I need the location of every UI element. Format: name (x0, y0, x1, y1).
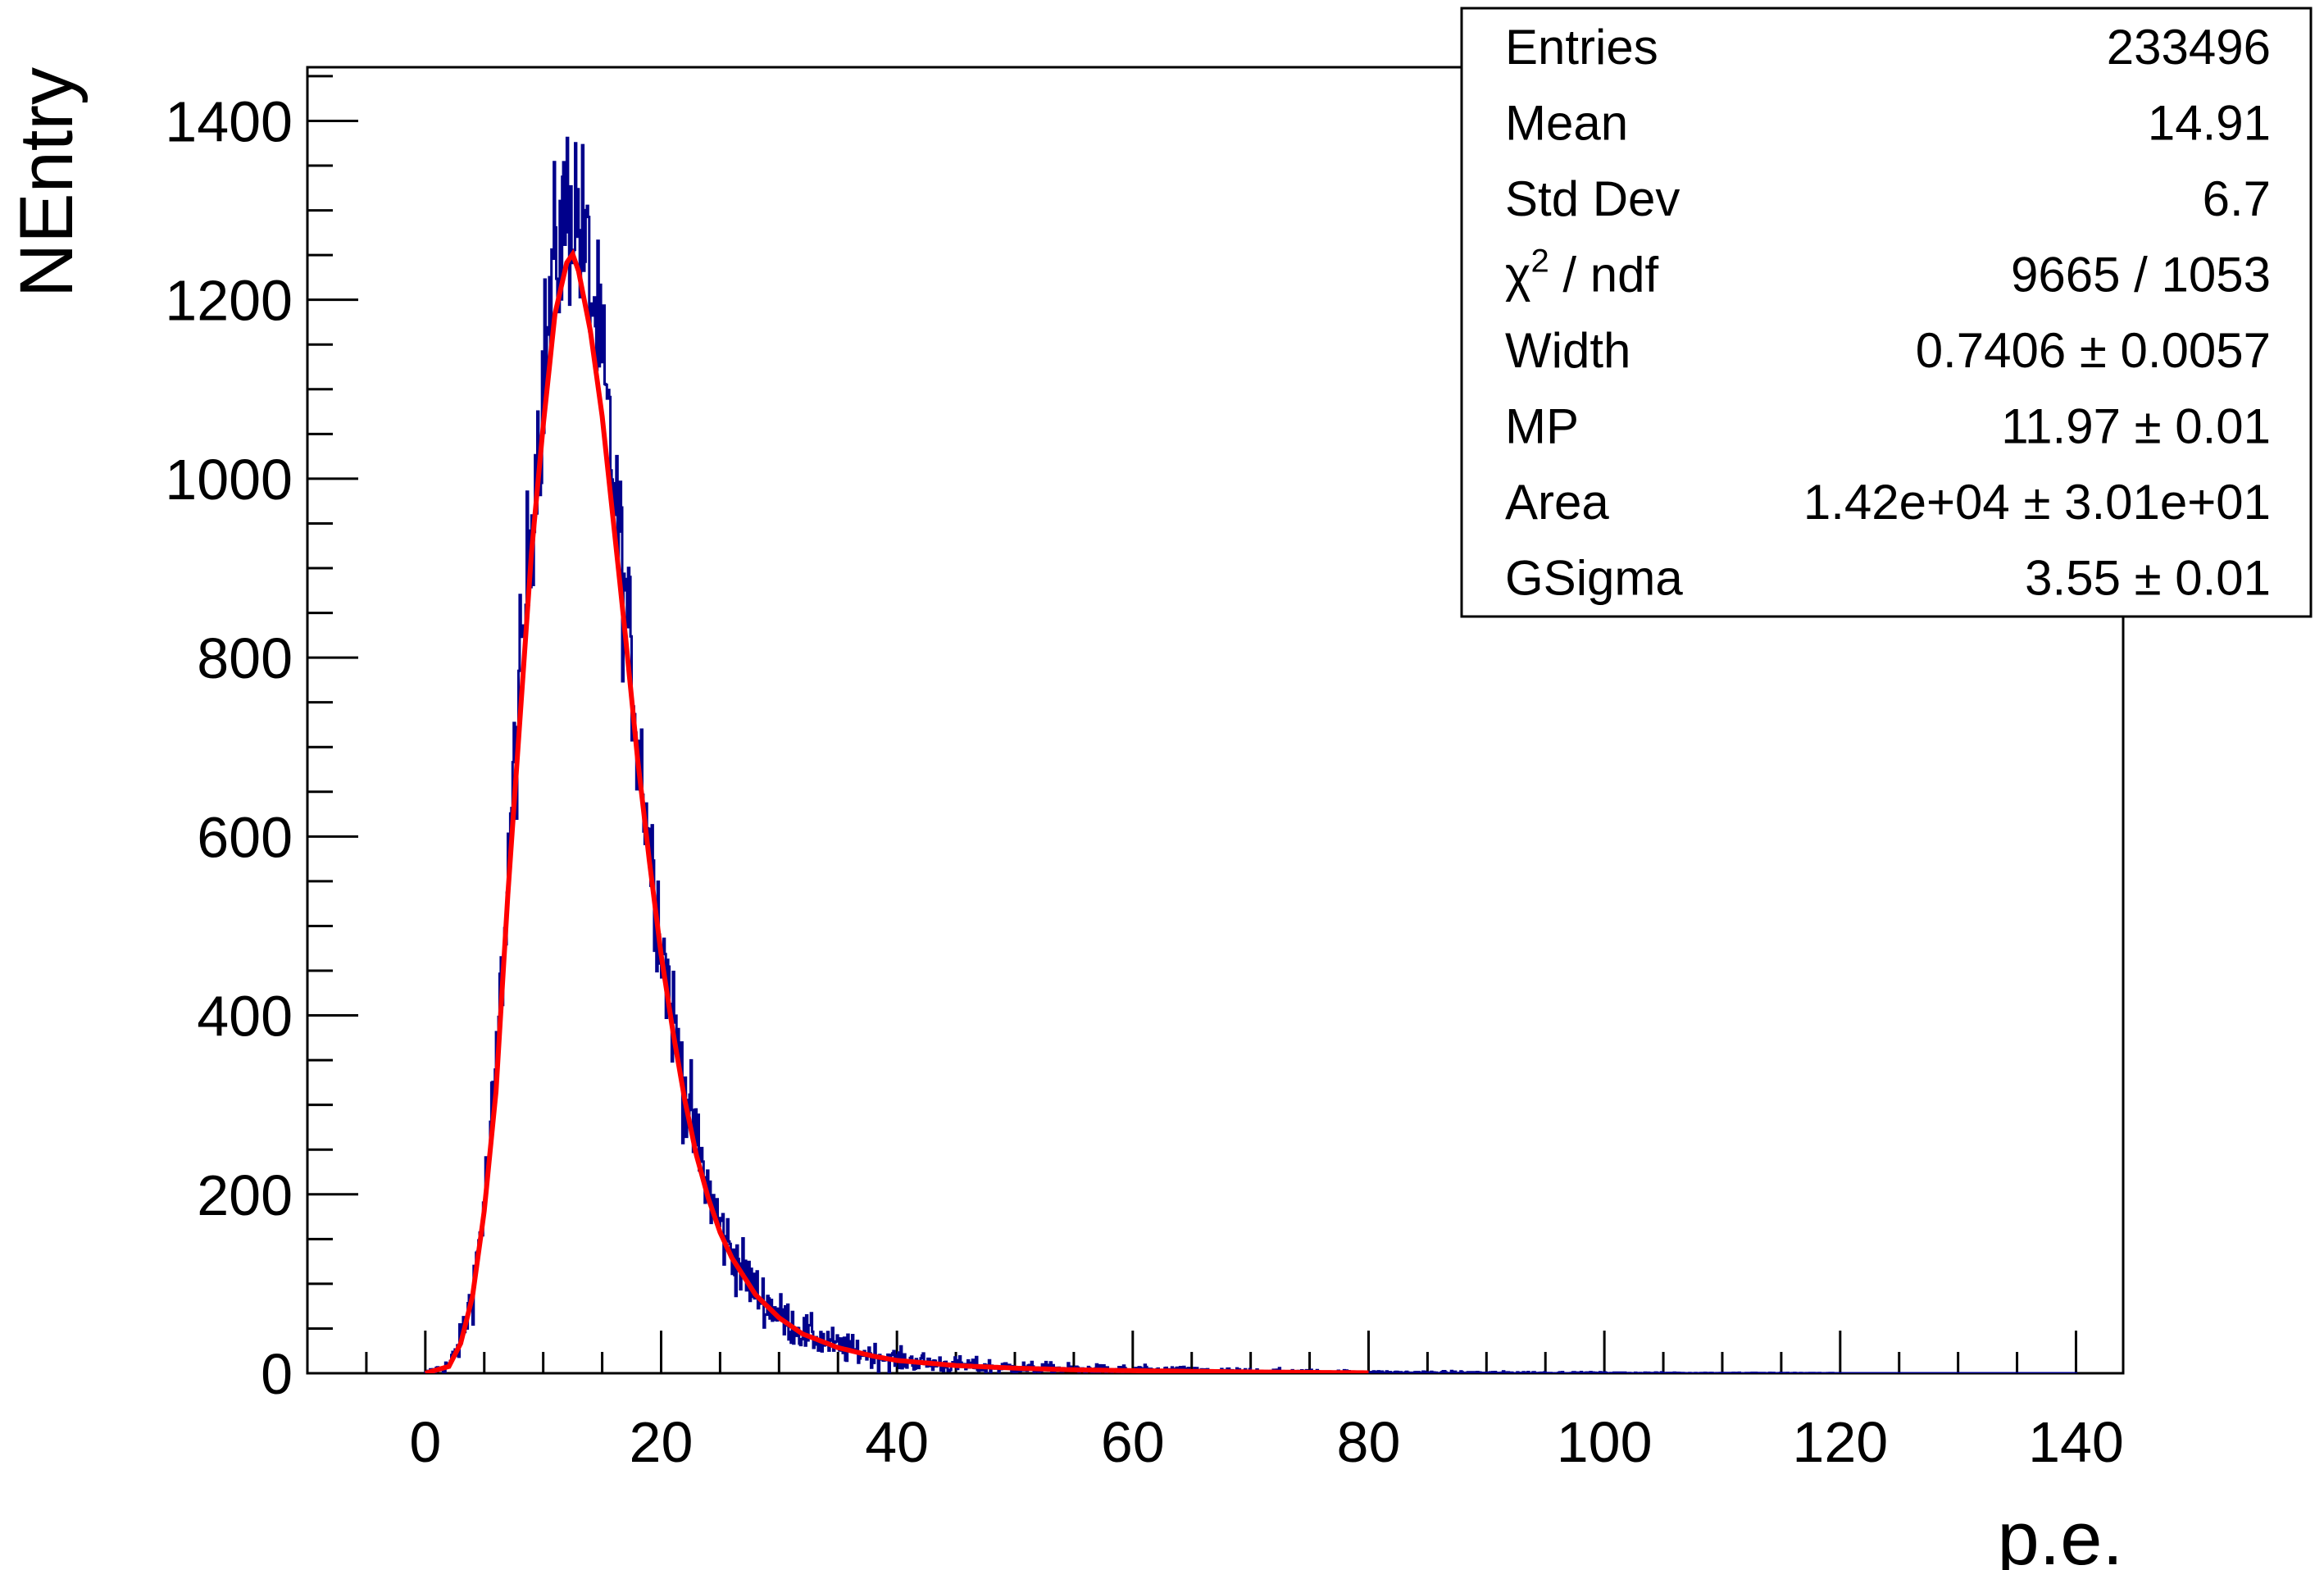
x-tick-label: 120 (1792, 1410, 1888, 1474)
stats-box-frame (1460, 7, 2313, 618)
y-tick-label: 1000 (165, 448, 293, 512)
stats-value: 0.7406 ± 0.0057 (1916, 323, 2271, 378)
superscript-2: 2 (1531, 243, 1549, 280)
stats-label: Mean (1505, 96, 1628, 151)
stats-value: 11.97 ± 0.01 (2001, 399, 2271, 454)
y-tick-label: 600 (197, 805, 293, 869)
stats-label: Entries (1505, 20, 1658, 75)
y-tick-label: 800 (197, 626, 293, 690)
stats-label: Width (1505, 323, 1630, 378)
y-tick-labels: 0 200 400 600 800 1000 1200 1400 (165, 89, 293, 1406)
x-tick-label: 20 (630, 1410, 694, 1474)
stats-value: 233496 (2107, 20, 2271, 75)
y-axis-title: NEntry (5, 67, 89, 298)
stats-label: MP (1505, 399, 1579, 454)
stats-label: Area (1505, 475, 1609, 530)
chi-symbol: χ (1505, 248, 1531, 303)
x-tick-label: 40 (865, 1410, 929, 1474)
stats-label: Std Dev (1505, 171, 1680, 226)
x-tick-label: 80 (1337, 1410, 1401, 1474)
x-tick-label: 0 (409, 1410, 441, 1474)
stats-value: 9665 / 1053 (2011, 248, 2271, 303)
ndf-text: / ndf (1549, 248, 1659, 303)
y-tick-label: 0 (261, 1342, 293, 1406)
x-axis-title: p.e. (1998, 1497, 2123, 1570)
y-tick-label: 200 (197, 1163, 293, 1227)
y-tick-label: 1200 (165, 269, 293, 333)
major-ticks (307, 119, 2077, 1375)
y-tick-label: 1400 (165, 89, 293, 153)
stats-value: 3.55 ± 0.01 (2025, 551, 2271, 606)
stats-value: 6.7 (2203, 171, 2271, 226)
stats-value: 1.42e+04 ± 3.01e+01 (1803, 475, 2271, 530)
stats-label: GSigma (1505, 551, 1683, 606)
y-tick-label: 400 (197, 985, 293, 1049)
x-tick-label: 100 (1557, 1410, 1653, 1474)
x-tick-label: 140 (2028, 1410, 2124, 1474)
x-tick-labels: 0 20 40 60 80 100 120 140 (409, 1410, 2124, 1474)
stats-value: 14.91 (2148, 96, 2271, 151)
x-tick-label: 60 (1101, 1410, 1165, 1474)
fit-curve (424, 248, 1369, 1373)
stats-label: χ2 / ndf (1505, 243, 1658, 303)
stats-box: Entries 233496 Mean 14.91 Std Dev 6.7 χ2 / ndf… (1460, 7, 2313, 618)
